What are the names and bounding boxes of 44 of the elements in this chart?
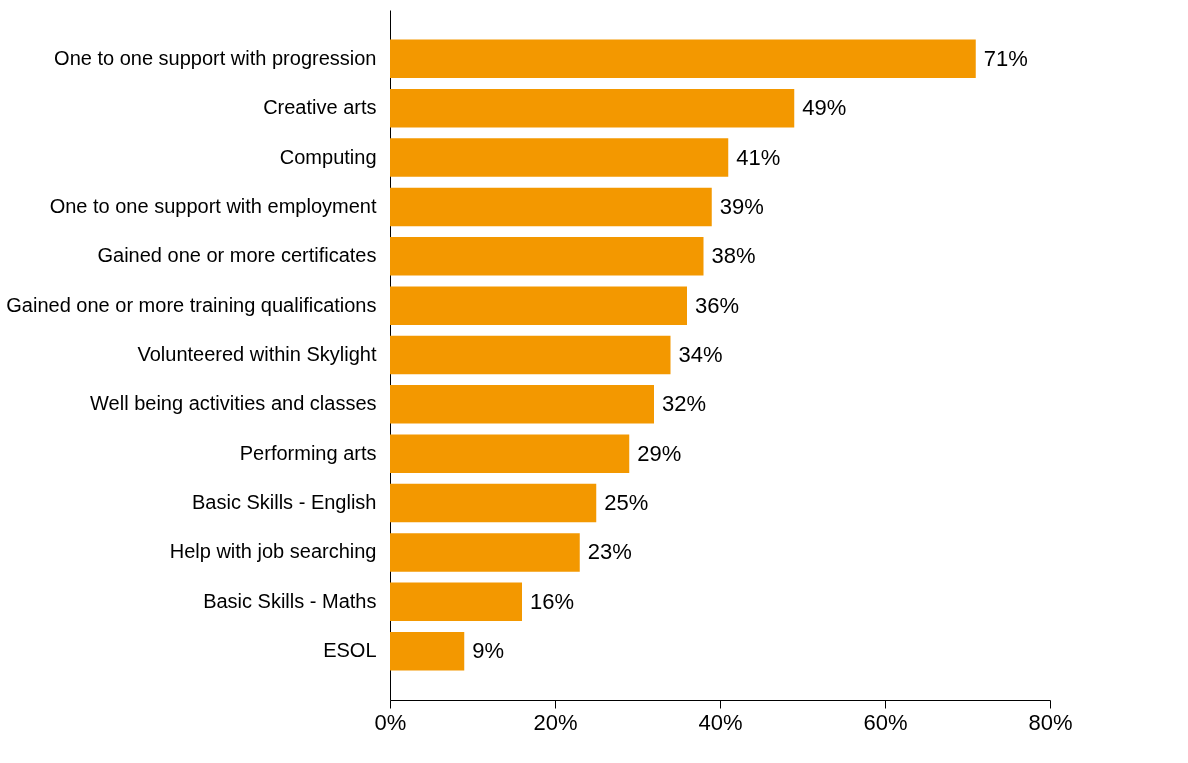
data-label: 38% <box>711 243 756 269</box>
bar <box>390 533 580 572</box>
data-label: 25% <box>604 490 649 516</box>
x-tick-label: 0% <box>374 709 407 735</box>
data-label: 41% <box>736 144 781 170</box>
data-label: 9% <box>472 638 505 664</box>
y-tick-label: Volunteered within Skylight <box>137 343 377 365</box>
y-tick-label: One to one support with employment <box>49 194 377 217</box>
y-tick-label: Computing <box>279 145 377 168</box>
bar <box>390 582 522 622</box>
bar <box>390 187 712 227</box>
data-label: 71% <box>983 45 1028 71</box>
bar <box>390 237 704 276</box>
data-label: 36% <box>695 292 740 318</box>
y-tick-label: Creative arts <box>263 96 377 119</box>
data-label: 29% <box>637 440 682 466</box>
y-tick-label: Gained one or more certificates <box>97 244 377 267</box>
bar <box>390 335 671 375</box>
data-label: 23% <box>587 539 632 565</box>
bar <box>390 434 630 473</box>
x-tick-label: 40% <box>698 709 743 735</box>
data-label: 39% <box>719 193 764 219</box>
x-tick-label: 60% <box>863 709 908 735</box>
x-tick-label: 20% <box>533 709 578 735</box>
x-tick-label: 80% <box>1028 709 1073 735</box>
bar <box>390 88 795 128</box>
bar <box>390 286 687 325</box>
bar <box>390 138 729 177</box>
y-tick-label: ESOL <box>323 639 377 662</box>
bar <box>390 39 976 79</box>
y-tick-label: Gained one or more training qualifications <box>6 293 377 316</box>
data-label: 32% <box>662 391 707 417</box>
data-label: 34% <box>678 342 723 367</box>
y-tick-label: Basic Skills - English <box>191 491 377 514</box>
y-tick-label: Performing arts <box>239 441 377 464</box>
data-label: 49% <box>802 95 847 121</box>
data-label: 16% <box>530 588 575 614</box>
bar <box>390 631 465 671</box>
y-tick-label: Well being activities and classes <box>90 392 377 415</box>
y-tick-label: Basic Skills - Maths <box>203 589 377 612</box>
y-tick-label: One to one support with progression <box>54 46 377 69</box>
y-tick-label: Help with job searching <box>169 540 377 563</box>
bar <box>390 385 654 424</box>
bar <box>390 483 597 523</box>
